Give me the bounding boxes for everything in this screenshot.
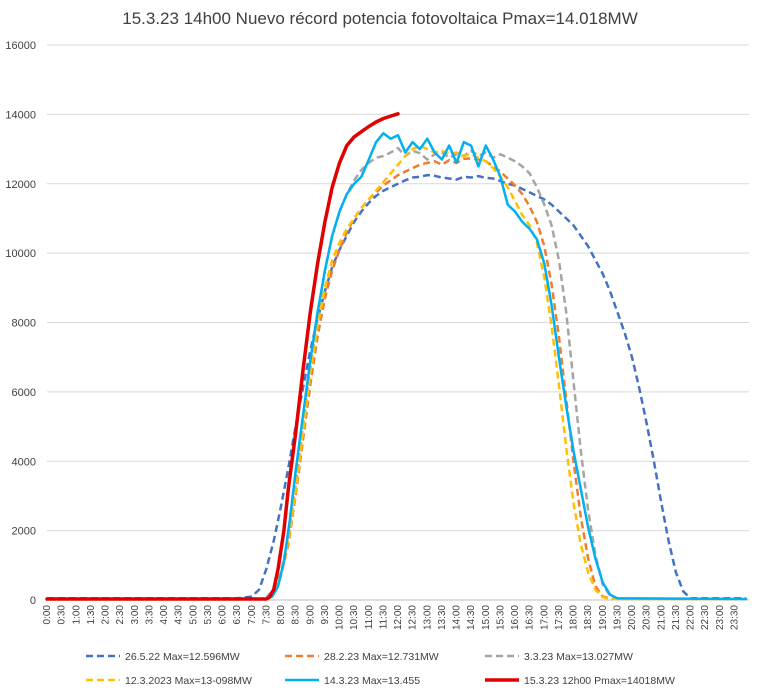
- y-tick-label: 2000: [12, 526, 36, 538]
- legend-label: 3.3.23 Max=13.027MW: [524, 651, 633, 663]
- x-tick-label: 0:00: [42, 605, 53, 625]
- x-tick-label: 14:30: [466, 605, 477, 630]
- x-tick-label: 4:30: [174, 605, 185, 625]
- y-tick-label: 10000: [5, 248, 36, 260]
- x-tick-label: 11:30: [378, 605, 389, 630]
- series-line-3: [47, 146, 747, 601]
- legend-label: 12.3.2023 Max=13-098MW: [125, 675, 252, 687]
- x-tick-label: 20:00: [627, 605, 638, 630]
- x-tick-label: 23:00: [715, 605, 726, 630]
- x-tick-label: 8:00: [276, 605, 287, 625]
- x-tick-label: 14:00: [452, 605, 463, 630]
- x-tick-label: 11:00: [364, 605, 375, 630]
- legend-label: 14.3.23 Max=13.455: [324, 675, 420, 687]
- x-tick-label: 12:30: [408, 605, 419, 630]
- x-tick-label: 2:00: [101, 605, 112, 625]
- x-tick-label: 15:00: [481, 605, 492, 630]
- x-tick-label: 5:30: [203, 605, 214, 625]
- x-tick-label: 1:00: [71, 605, 82, 625]
- x-axis: 0:00 0:30 1:00 1:30 2:00 2:30 3:00 3:30 4:00 4:30…: [42, 605, 740, 630]
- x-tick-label: 19:00: [598, 605, 609, 630]
- series-line-6: [45, 112, 400, 601]
- gridlines: [47, 44, 749, 601]
- x-tick-label: 0:30: [57, 605, 68, 625]
- x-tick-label: 17:30: [554, 605, 565, 630]
- y-tick-label: 6000: [12, 387, 36, 399]
- x-tick-label: 9:30: [320, 605, 331, 625]
- x-tick-label: 2:30: [115, 605, 126, 625]
- x-tick-label: 18:30: [583, 605, 594, 630]
- x-tick-label: 8:30: [291, 605, 302, 625]
- x-tick-label: 12:00: [393, 605, 404, 630]
- x-tick-label: 17:00: [539, 605, 550, 630]
- x-tick-label: 19:30: [612, 605, 623, 630]
- x-tick-label: 22:30: [700, 605, 711, 630]
- chart-title: 15.3.23 14h00 Nuevo récord potencia foto…: [122, 9, 638, 28]
- legend-label: 15.3.23 12h00 Pmax=14018MW: [524, 675, 675, 687]
- x-tick-label: 9:00: [305, 605, 316, 625]
- series-line-1: [47, 173, 747, 600]
- x-tick-label: 13:30: [437, 605, 448, 630]
- x-tick-label: 21:00: [656, 605, 667, 630]
- y-axis: 0 2000 4000 6000 8000 10000 12000 14000 16000: [5, 40, 36, 607]
- series-line-2: [47, 157, 747, 601]
- y-tick-label: 16000: [5, 40, 36, 52]
- x-tick-label: 22:00: [686, 605, 697, 630]
- x-tick-label: 15:30: [495, 605, 506, 630]
- series-lines: [45, 112, 748, 601]
- legend-label: 28.2.23 Max=12.731MW: [324, 651, 439, 663]
- x-tick-label: 6:30: [232, 605, 243, 625]
- y-tick-label: 12000: [5, 179, 36, 191]
- x-tick-label: 23:30: [729, 605, 740, 630]
- legend: 26.5.22 Max=12.596MW 28.2.23 Max=12.731MW…: [86, 651, 675, 687]
- x-tick-label: 5:00: [188, 605, 199, 625]
- x-tick-label: 3:00: [130, 605, 141, 625]
- y-tick-label: 14000: [5, 109, 36, 121]
- x-tick-label: 16:30: [525, 605, 536, 630]
- x-tick-label: 16:00: [510, 605, 521, 630]
- x-tick-label: 20:30: [642, 605, 653, 630]
- y-tick-label: 8000: [12, 318, 36, 330]
- y-tick-label: 4000: [12, 456, 36, 468]
- x-tick-label: 13:00: [422, 605, 433, 630]
- x-tick-label: 4:00: [159, 605, 170, 625]
- x-tick-label: 1:30: [86, 605, 97, 625]
- x-tick-label: 10:30: [349, 605, 360, 630]
- series-line-5: [45, 132, 748, 601]
- x-tick-label: 21:30: [671, 605, 682, 630]
- x-tick-label: 7:00: [247, 605, 258, 625]
- x-tick-label: 6:00: [218, 605, 229, 625]
- x-tick-label: 3:30: [144, 605, 155, 625]
- x-tick-label: 7:30: [261, 605, 272, 625]
- y-tick-label: 0: [30, 595, 36, 607]
- x-tick-label: 10:00: [335, 605, 346, 630]
- x-tick-label: 18:00: [569, 605, 580, 630]
- legend-label: 26.5.22 Max=12.596MW: [125, 651, 240, 663]
